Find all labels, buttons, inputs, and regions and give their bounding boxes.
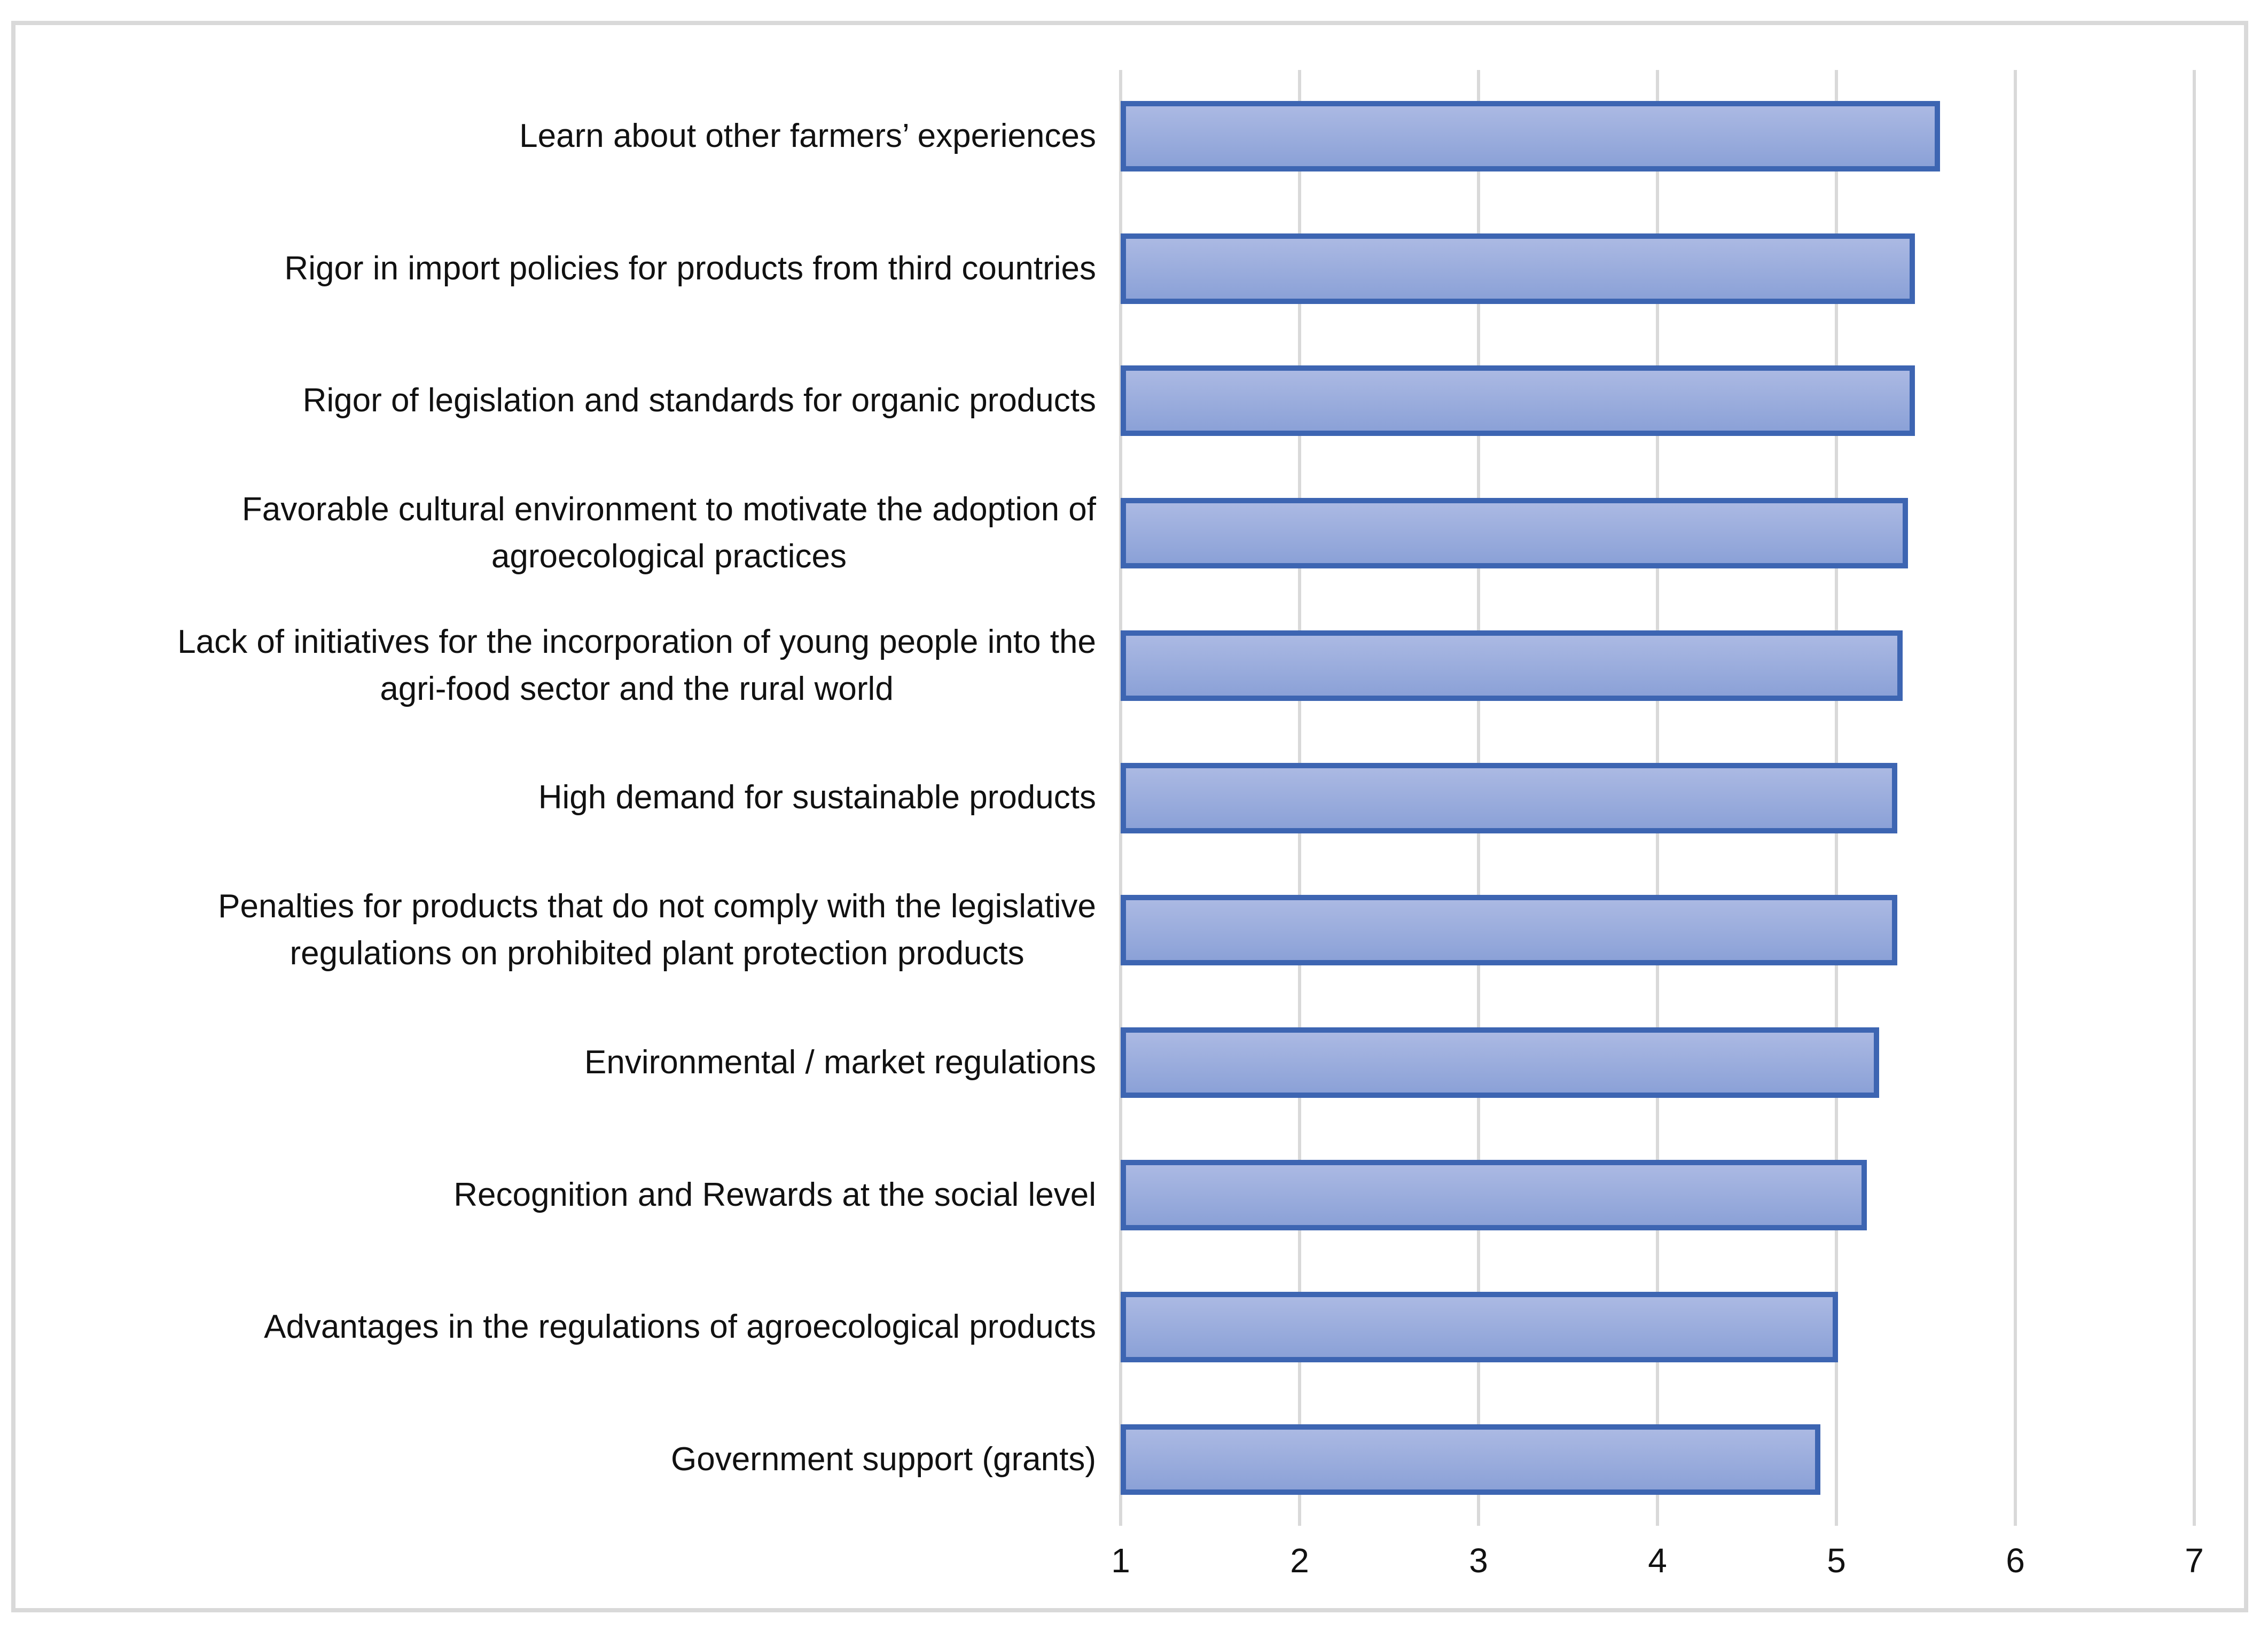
gridline-6 (2014, 70, 2017, 1526)
category-label-text: Recognition and Rewards at the social le… (453, 1176, 1096, 1213)
bar (1121, 100, 1941, 171)
category-label-text: Lack of initiatives for the incorporatio… (177, 623, 1096, 707)
category-label: Advantages in the regulations of agroeco… (0, 1261, 1122, 1394)
category-label: Lack of initiatives for the incorporatio… (0, 599, 1122, 732)
x-axis-tick-label: 4 (1648, 1541, 1667, 1580)
category-label: Favorable cultural environment to motiva… (0, 467, 1122, 599)
bar (1121, 630, 1903, 701)
x-axis-tick-label: 5 (1827, 1541, 1846, 1580)
category-label-text: Penalties for products that do not compl… (218, 888, 1096, 972)
category-label-text: Favorable cultural environment to motiva… (241, 491, 1096, 575)
bar (1121, 1292, 1839, 1363)
category-label-text: Environmental / market regulations (584, 1043, 1096, 1081)
category-label: Government support (grants) (0, 1393, 1122, 1526)
bar (1121, 1027, 1880, 1098)
bar (1121, 895, 1897, 966)
bar (1121, 1424, 1820, 1495)
bar (1121, 1159, 1867, 1230)
category-label: Environmental / market regulations (0, 996, 1122, 1129)
category-label-text: Rigor of legislation and standards for o… (302, 382, 1096, 419)
category-label: Penalties for products that do not compl… (0, 864, 1122, 996)
bar (1121, 498, 1908, 569)
category-label-text: High demand for sustainable products (538, 779, 1096, 816)
x-axis-tick-label: 3 (1469, 1541, 1488, 1580)
x-axis-tick-label: 7 (2185, 1541, 2204, 1580)
category-label-text: Government support (grants) (670, 1441, 1096, 1478)
x-axis-tick-label: 1 (1111, 1541, 1130, 1580)
bar (1121, 762, 1897, 833)
category-label: High demand for sustainable products (0, 732, 1122, 864)
bar (1121, 233, 1915, 304)
bar (1121, 365, 1915, 436)
category-label-text: Advantages in the regulations of agroeco… (264, 1308, 1096, 1346)
category-label-text: Rigor in import policies for products fr… (284, 249, 1096, 287)
category-label: Rigor of legislation and standards for o… (0, 334, 1122, 467)
category-label-text: Learn about other farmers’ experiences (519, 117, 1096, 154)
x-axis-tick-label: 2 (1290, 1541, 1309, 1580)
category-label: Recognition and Rewards at the social le… (0, 1129, 1122, 1261)
x-axis-tick-label: 6 (2006, 1541, 2025, 1580)
category-label: Rigor in import policies for products fr… (0, 202, 1122, 335)
gridline-7 (2193, 70, 2196, 1526)
category-label: Learn about other farmers’ experiences (0, 70, 1122, 202)
